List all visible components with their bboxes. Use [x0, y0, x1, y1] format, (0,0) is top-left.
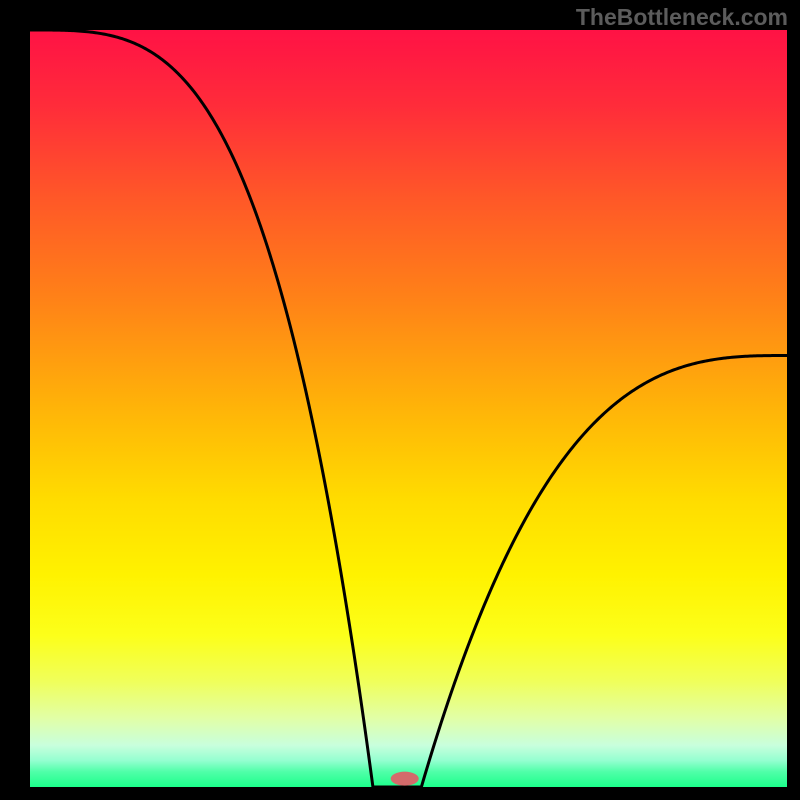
watermark-text: TheBottleneck.com: [576, 4, 788, 31]
plot-area: [30, 30, 787, 787]
gradient-background: [30, 30, 787, 787]
minimum-marker: [391, 772, 419, 786]
chart-container: TheBottleneck.com: [0, 0, 800, 800]
